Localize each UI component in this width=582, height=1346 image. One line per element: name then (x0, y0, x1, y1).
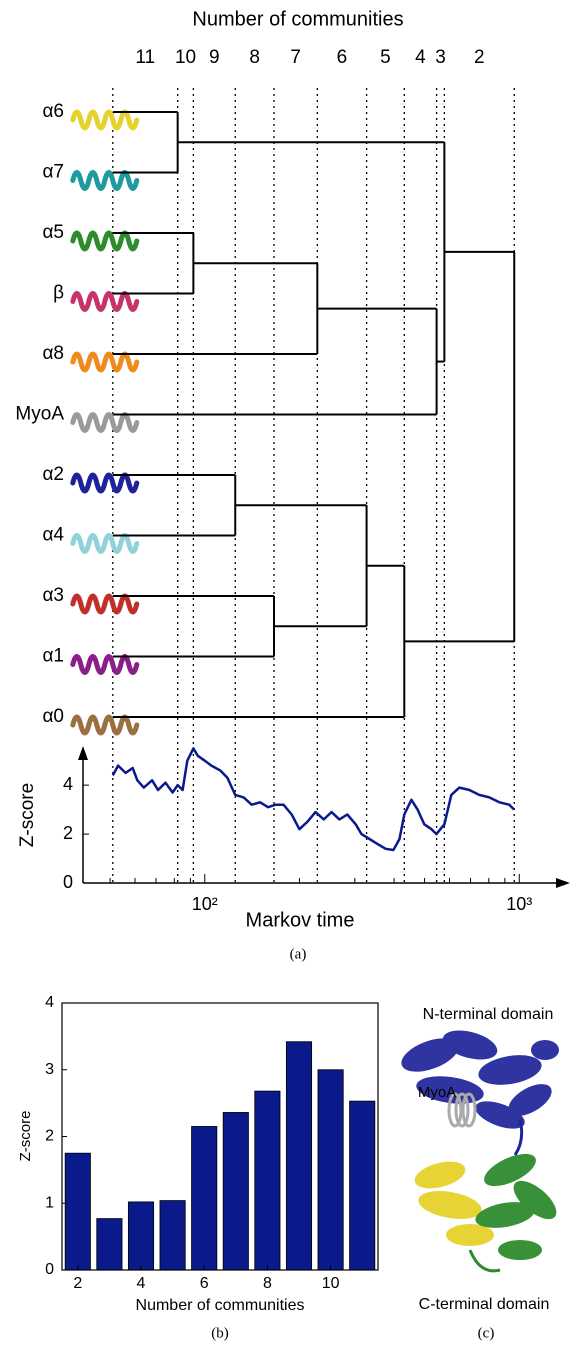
bar (191, 1126, 218, 1271)
leaf-icon (70, 291, 140, 312)
caption: (c) (478, 1325, 495, 1341)
community-count: 5 (380, 47, 391, 68)
axis-arrow (78, 746, 88, 760)
y-tick-label: 0 (63, 872, 73, 892)
leaf-label: α0 (42, 706, 64, 727)
leaf-icon (70, 714, 140, 736)
leaf-label: α7 (42, 162, 64, 183)
leaf-label: MyoA (15, 404, 64, 425)
leaf-icon (70, 412, 140, 433)
bar (222, 1112, 249, 1271)
x-tick-label: 10² (192, 894, 218, 914)
leaf-label: α1 (42, 646, 64, 667)
community-count: 6 (337, 47, 348, 68)
leaf-label: α3 (42, 585, 64, 606)
bar (349, 1100, 376, 1271)
y-tick-label: 2 (63, 823, 73, 843)
community-count: 11 (135, 47, 155, 68)
y-tick-label: 2 (45, 1128, 54, 1145)
bar (254, 1090, 281, 1271)
axis-arrow (556, 878, 570, 888)
y-tick-label: 4 (63, 774, 73, 794)
leaf-label: α2 (42, 464, 64, 485)
y-tick-label: 4 (45, 994, 54, 1011)
bar (127, 1201, 155, 1271)
leaf-icon (70, 593, 140, 615)
caption: (a) (290, 946, 307, 962)
domain-label: C-terminal domain (419, 1296, 550, 1313)
protein-structure (401, 1030, 559, 1273)
y-axis-label: Z-score (17, 1111, 34, 1162)
leaf-label: β (53, 283, 64, 304)
x-tick-label: 2 (73, 1275, 82, 1292)
bar (159, 1200, 186, 1271)
x-tick-label: 10³ (506, 894, 532, 914)
community-count: 3 (435, 47, 446, 68)
leaf-icon (70, 351, 140, 373)
x-axis-label: Number of communities (136, 1297, 305, 1314)
community-count: 8 (249, 47, 260, 68)
community-count: 4 (415, 47, 426, 68)
z-score-line (111, 747, 516, 852)
dendrogram-title: Number of communities (192, 8, 403, 30)
leaf-icon (70, 533, 140, 554)
community-count: 9 (209, 47, 220, 68)
leaf-label: α6 (42, 101, 64, 122)
domain-label: MyoA (418, 1084, 456, 1101)
domain-label: N-terminal domain (423, 1006, 554, 1023)
x-tick-label: 8 (263, 1275, 272, 1292)
x-tick-label: 6 (200, 1275, 209, 1292)
bar (285, 1041, 313, 1271)
bar (64, 1152, 91, 1271)
community-count: 2 (474, 47, 485, 68)
leaf-label: α8 (42, 343, 64, 364)
y-axis-label: Z-score (17, 783, 38, 847)
bar (317, 1069, 344, 1271)
leaf-label: α4 (42, 525, 64, 546)
x-tick-label: 10 (322, 1275, 340, 1292)
leaf-label: α5 (42, 222, 64, 243)
y-tick-label: 0 (45, 1261, 54, 1278)
y-tick-label: 1 (45, 1194, 54, 1211)
x-axis-label: Markov time (246, 909, 355, 931)
y-tick-label: 3 (45, 1061, 54, 1078)
leaf-icon (70, 472, 140, 494)
leaf-icon (70, 109, 140, 131)
bar (96, 1218, 123, 1271)
leaf-icon (70, 654, 140, 675)
leaf-icon (70, 170, 140, 191)
community-count: 10 (175, 47, 196, 68)
community-count: 7 (290, 47, 301, 68)
leaf-icon (70, 230, 140, 252)
caption: (b) (211, 1325, 229, 1341)
x-tick-label: 4 (137, 1275, 146, 1292)
